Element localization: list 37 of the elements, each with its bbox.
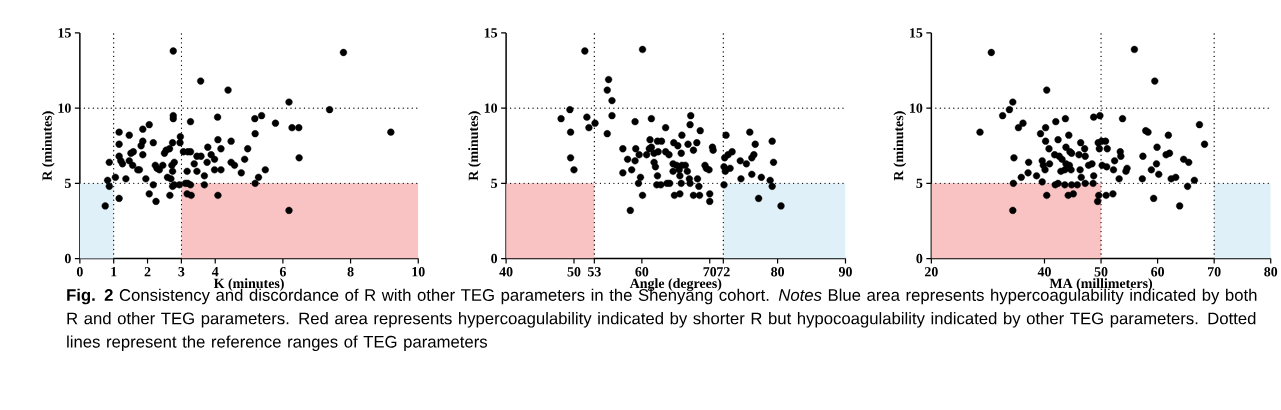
x-tick-label: 3 (178, 266, 185, 277)
y-axis-title: R (minutes) (468, 111, 481, 181)
x-tick-label: 53 (587, 266, 601, 277)
y-tick-label: 0 (491, 253, 498, 264)
y-tick-label: 5 (491, 178, 498, 188)
x-tick-label: 72 (717, 266, 730, 277)
x-tick-label: 60 (1151, 266, 1165, 277)
y-tick-label: 5 (64, 178, 71, 188)
y-tick-label: 15 (484, 28, 498, 38)
x-tick-label: 60 (635, 266, 649, 277)
x-tick-label: 0 (76, 266, 83, 277)
y-axis-title: R (minutes) (893, 111, 907, 181)
y-tick-label: 15 (58, 28, 71, 38)
y-axis-title: R (minutes) (41, 111, 55, 181)
y-tick-label: 0 (916, 253, 923, 264)
x-tick-label: 20 (924, 266, 938, 277)
x-tick-label: 50 (567, 266, 581, 277)
x-tick-label: 6 (279, 266, 286, 277)
x-tick-label: 40 (1037, 266, 1051, 277)
x-tick-label: 80 (771, 266, 785, 277)
x-tick-label: 70 (1208, 266, 1221, 277)
x-tick-label: 8 (347, 266, 354, 277)
y-tick-label: 10 (484, 103, 498, 113)
x-tick-label: 50 (1094, 266, 1108, 277)
y-tick-label: 0 (64, 253, 71, 264)
x-tick-label: 80 (1264, 266, 1278, 277)
x-tick-label: 70 (703, 266, 717, 277)
y-tick-label: 10 (58, 103, 71, 113)
x-tick-label: 90 (838, 266, 852, 277)
x-tick-label: 4 (211, 266, 219, 277)
y-tick-label: 15 (910, 28, 923, 38)
x-tick-label: 10 (412, 266, 425, 277)
y-tick-label: 10 (910, 103, 923, 113)
x-tick-label: 2 (144, 266, 151, 277)
x-tick-label: 40 (499, 266, 513, 277)
y-tick-label: 5 (916, 178, 923, 188)
x-tick-label: 1 (111, 266, 117, 277)
